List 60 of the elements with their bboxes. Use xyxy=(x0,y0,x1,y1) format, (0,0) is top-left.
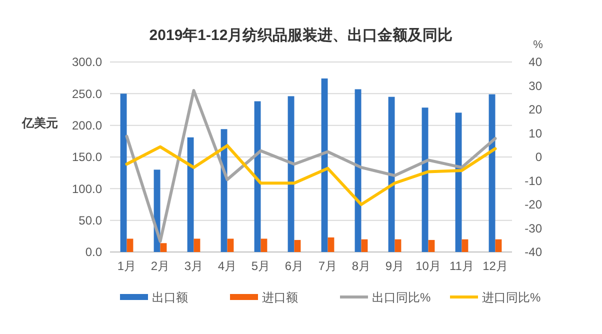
bar xyxy=(260,238,268,252)
bar xyxy=(428,240,435,252)
x-tick-label: 9月 xyxy=(385,259,404,273)
x-tick-label: 5月 xyxy=(251,259,270,273)
bar xyxy=(160,243,167,252)
bar xyxy=(288,96,294,252)
bar xyxy=(187,137,194,252)
x-tick-label: 10月 xyxy=(416,259,441,273)
x-tick-label: 8月 xyxy=(352,259,371,273)
x-tick-label: 11月 xyxy=(450,259,474,273)
bar xyxy=(361,239,368,252)
x-tick-label: 12月 xyxy=(482,259,508,273)
y-tick-label: 0.0 xyxy=(85,245,102,260)
bar xyxy=(354,89,362,252)
x-tick-label: 2月 xyxy=(150,259,170,273)
y-tick-label: 250.0 xyxy=(72,86,102,101)
x-tick-label: 6月 xyxy=(284,259,304,273)
y2-tick-label: 0 xyxy=(535,150,542,164)
y-tick-label: 100.0 xyxy=(72,182,102,196)
bar xyxy=(488,94,496,252)
y2-tick-label: -40 xyxy=(524,245,542,260)
y-tick-label: 200.0 xyxy=(72,118,102,133)
x-tick-label: 4月 xyxy=(218,259,237,273)
x-tick-label: 7月 xyxy=(318,259,338,273)
y2-tick-label: -30 xyxy=(524,221,542,236)
y2-tick-label: 40 xyxy=(528,55,542,70)
bar xyxy=(126,238,134,252)
x-tick-label: 3月 xyxy=(184,259,204,273)
legend-label: 进口额 xyxy=(262,290,298,305)
y-axis-title: 亿美元 xyxy=(21,116,58,130)
bar xyxy=(220,129,228,252)
bar xyxy=(462,239,468,252)
bar xyxy=(455,112,462,252)
y2-tick-label: -20 xyxy=(524,198,542,212)
bar xyxy=(194,238,200,252)
y2-axis-title: % xyxy=(533,39,544,51)
bar xyxy=(328,237,334,252)
bar xyxy=(294,240,301,252)
legend-label: 进口同比% xyxy=(482,290,541,305)
bar xyxy=(321,78,328,252)
line-series xyxy=(125,144,497,206)
bar xyxy=(495,239,502,252)
legend-label: 出口同比% xyxy=(372,290,431,305)
y-tick-label: 50.0 xyxy=(78,214,102,228)
bar xyxy=(120,94,127,252)
bar xyxy=(394,239,402,252)
bar xyxy=(422,108,428,252)
y-tick-label: 150.0 xyxy=(72,150,102,164)
chart-title: 2019年1-12月纺织品服装进、出口金额及同比 xyxy=(149,26,453,44)
bar xyxy=(254,101,261,252)
y2-tick-label: -10 xyxy=(524,174,542,188)
bar xyxy=(227,238,234,252)
legend-label: 出口额 xyxy=(152,290,188,305)
x-tick-label: 1月 xyxy=(117,259,136,273)
y2-tick-label: 10 xyxy=(528,126,542,140)
bar xyxy=(388,96,395,252)
line-series xyxy=(125,89,497,243)
y-tick-label: 300.0 xyxy=(72,55,102,70)
y2-tick-label: 30 xyxy=(528,78,542,93)
y2-tick-label: 20 xyxy=(528,102,542,117)
